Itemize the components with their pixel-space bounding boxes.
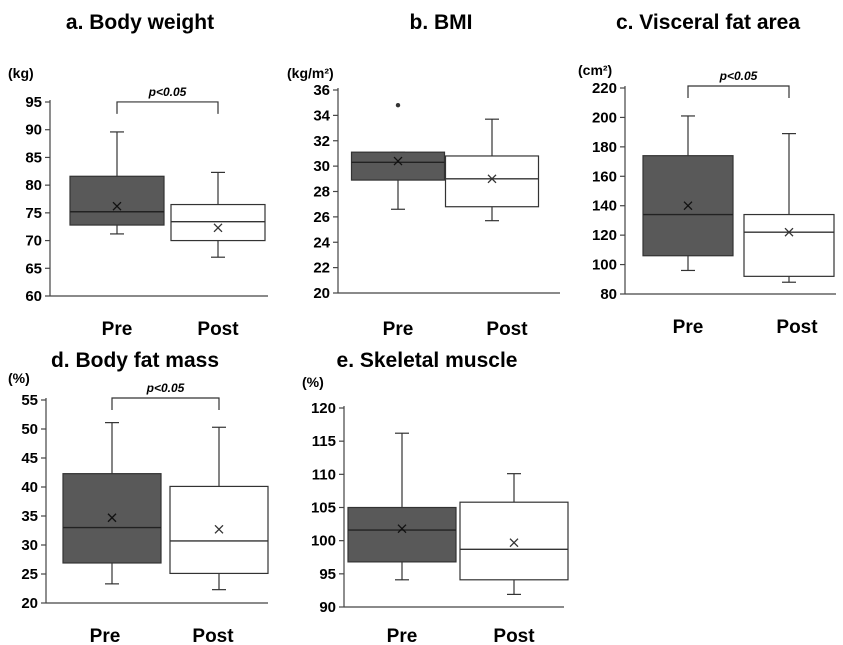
panel-e-plot: 90 95 100 105 110 115 120 xyxy=(311,400,569,616)
panel-d-unit: (%) xyxy=(8,370,30,386)
panel-a-tick-label: 90 xyxy=(25,122,42,139)
panel-d-post-mean-marker xyxy=(214,524,224,534)
panel-e-tick-label: 115 xyxy=(312,433,336,450)
panel-a-significance-bracket xyxy=(116,101,219,114)
panel-c-significance-label: p<0.05 xyxy=(719,69,758,83)
panel-c-unit: (cm²) xyxy=(578,62,612,78)
panel-d: d. Body fat mass (%) 20 25 30 35 40 45 50 55 p<0… xyxy=(8,349,269,645)
panel-e-tick-label: 110 xyxy=(312,466,336,483)
panel-a-tick-label: 85 xyxy=(25,149,42,166)
panel-a: a. Body weight (kg) 60 65 70 75 80 85 90 95 p<0.… xyxy=(8,11,268,340)
panel-c: c. Visceral fat area (cm²) 80 100 120 140 16… xyxy=(578,11,836,338)
panel-e-tick-label: 120 xyxy=(311,400,336,417)
panel-a-tick-label: 70 xyxy=(25,233,42,250)
panel-d-category-pre: Pre xyxy=(90,626,121,645)
panel-b-tick-label: 20 xyxy=(313,285,330,302)
panel-e-category-pre: Pre xyxy=(387,626,418,645)
panel-d-tick-label: 55 xyxy=(21,392,38,409)
panel-e-tick-label: 90 xyxy=(319,599,336,616)
panel-a-pre-mean-marker xyxy=(112,201,122,211)
panel-e-tick-label: 95 xyxy=(319,566,336,583)
panel-b-pre-mean-marker xyxy=(393,156,403,166)
panel-e: e. Skeletal muscle (%) 90 95 100 105 110 115 1… xyxy=(302,349,569,645)
panel-b-tick-label: 34 xyxy=(313,107,330,124)
panel-b-category-post: Post xyxy=(486,319,528,340)
panel-b: b. BMI (kg/m²) 20 22 24 26 28 30 32 34 36 Pre Po… xyxy=(287,11,560,340)
panel-b-tick-label: 22 xyxy=(313,260,330,277)
panel-b-pre-outlier xyxy=(395,103,401,108)
panel-d-tick-label: 30 xyxy=(21,537,38,554)
panel-b-tick-label: 24 xyxy=(313,234,330,251)
panel-a-unit: (kg) xyxy=(8,65,34,81)
panel-c-category-post: Post xyxy=(776,317,818,338)
panel-b-tick-label: 32 xyxy=(313,133,330,150)
panel-e-pre-box xyxy=(347,506,457,563)
panel-a-post-mean-marker xyxy=(213,223,223,233)
panel-c-post-box xyxy=(743,213,835,277)
panel-d-tick-label: 50 xyxy=(21,421,38,438)
panel-d-significance-label: p<0.05 xyxy=(146,381,185,395)
panel-a-tick-label: 65 xyxy=(25,260,42,277)
panel-b-pre-box xyxy=(350,151,446,181)
panel-b-category-pre: Pre xyxy=(383,319,414,340)
panel-a-tick-label: 60 xyxy=(25,288,42,305)
panel-d-tick-label: 20 xyxy=(21,595,38,612)
panel-b-unit: (kg/m²) xyxy=(287,65,334,81)
panel-c-tick-label: 120 xyxy=(592,227,617,244)
panel-c-tick-label: 160 xyxy=(592,168,617,185)
panel-c-significance-bracket xyxy=(687,85,790,98)
panel-c-tick-label: 80 xyxy=(600,286,617,303)
panel-d-tick-label: 45 xyxy=(21,450,38,467)
panel-d-tick-label: 35 xyxy=(21,508,38,525)
panel-e-tick-label: 100 xyxy=(311,533,336,550)
panel-b-tick-label: 30 xyxy=(313,158,330,175)
panel-e-unit: (%) xyxy=(302,374,324,390)
panel-a-significance-label: p<0.05 xyxy=(148,85,187,99)
panel-b-post-mean-marker xyxy=(487,174,497,184)
panel-b-tick-label: 26 xyxy=(313,209,330,226)
panel-c-tick-label: 220 xyxy=(592,80,617,97)
panel-c-post-mean-marker xyxy=(784,227,794,237)
panel-c-tick-label: 140 xyxy=(592,198,617,215)
panel-a-tick-label: 80 xyxy=(25,177,42,194)
panel-d-plot: 20 25 30 35 40 45 50 55 p<0.05 xyxy=(21,381,269,612)
panel-c-pre-mean-marker xyxy=(683,201,693,211)
panel-a-plot: 60 65 70 75 80 85 90 95 p<0.05 xyxy=(25,85,268,305)
panel-d-significance-bracket xyxy=(111,397,220,410)
panel-e-pre-mean-marker xyxy=(397,524,407,534)
panel-a-category-pre: Pre xyxy=(102,319,133,340)
panel-a-category-post: Post xyxy=(197,319,239,340)
panel-c-tick-label: 180 xyxy=(592,139,617,156)
panel-d-tick-label: 40 xyxy=(21,479,38,496)
panel-c-title: c. Visceral fat area xyxy=(616,11,800,34)
panel-c-tick-label: 100 xyxy=(592,257,617,274)
panel-d-title: d. Body fat mass xyxy=(51,349,219,372)
panel-a-tick-label: 75 xyxy=(25,205,42,222)
panel-e-title: e. Skeletal muscle xyxy=(337,349,518,372)
panel-e-category-post: Post xyxy=(493,626,535,645)
panel-b-post-box xyxy=(444,155,540,208)
panel-d-category-post: Post xyxy=(192,626,234,645)
panel-e-post-box xyxy=(459,501,569,581)
panel-b-plot: 20 22 24 26 28 30 32 34 36 xyxy=(313,82,560,302)
panel-d-pre-mean-marker xyxy=(107,513,117,523)
panel-b-tick-label: 36 xyxy=(313,82,330,99)
panel-d-tick-label: 25 xyxy=(21,566,38,583)
panel-a-pre-box xyxy=(69,175,165,226)
panel-b-title: b. BMI xyxy=(410,11,473,34)
panel-e-tick-label: 105 xyxy=(311,500,336,517)
panel-c-category-pre: Pre xyxy=(673,317,704,338)
panel-a-tick-label: 95 xyxy=(25,94,42,111)
panel-b-tick-label: 28 xyxy=(313,184,330,201)
panel-c-plot: 80 100 120 140 160 180 200 220 p<0.05 xyxy=(592,69,836,303)
panel-a-title: a. Body weight xyxy=(66,11,214,34)
panel-c-tick-label: 200 xyxy=(592,109,617,126)
panel-e-post-mean-marker xyxy=(509,538,519,548)
panel-a-post-box xyxy=(170,203,266,242)
